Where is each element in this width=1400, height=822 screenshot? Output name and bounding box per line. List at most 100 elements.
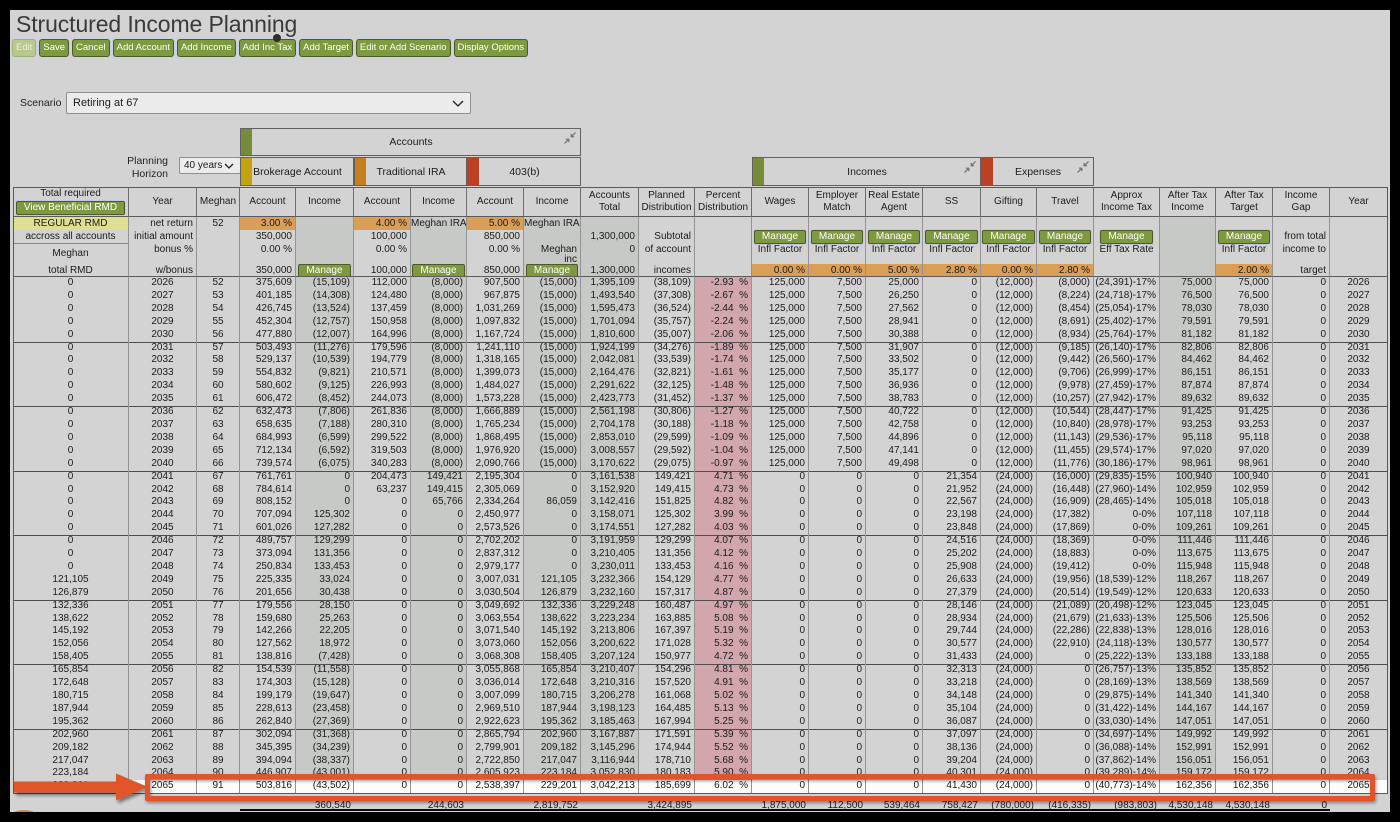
manage-button-ss[interactable]: Manage (925, 230, 978, 244)
toolbar-button-add-income[interactable]: Add Income (176, 39, 236, 57)
cell-2041-b403inc: 0 (524, 470, 581, 484)
cell-2032-gap: 0 (1273, 354, 1330, 368)
cell-2063-gift: (24,000) (981, 754, 1037, 768)
cell-2056-year: 2056 (129, 664, 197, 678)
cell-2035-pct: -1.37 % (695, 393, 752, 407)
subheader-gap: from total income to target (1273, 217, 1330, 277)
cell-2056-irainc: 0 (411, 664, 467, 678)
subheader-tax: Manage Eff Tax Rate (1094, 217, 1160, 277)
cell-2026-b403: 907,500 (467, 277, 524, 290)
cell-2026-attgt: 75,000 (1216, 277, 1273, 290)
cell-2060-pct: 5.25 % (695, 715, 752, 729)
cell-2042-req: 0 (13, 483, 129, 497)
toolbar-button-add-inc-tax[interactable]: Add Inc Tax (238, 39, 297, 57)
manage-button-gift[interactable]: Manage (982, 230, 1035, 244)
cell-2054-pct: 5.32 % (695, 638, 752, 652)
manage-button-wages[interactable]: Manage (753, 230, 807, 244)
incomes-group-color-tab (753, 158, 764, 185)
cell-2051-tax: (20,498)-12% (1094, 599, 1160, 613)
cell-2046-tax: 0-0% (1094, 535, 1160, 549)
cell-2061-brok: 302,094 (240, 728, 296, 742)
manage-button-rea[interactable]: Manage (867, 230, 921, 244)
cell-2033-match: 7,500 (809, 367, 866, 381)
cell-2028-gap: 0 (1273, 302, 1330, 316)
manage-button-irainc[interactable]: Manage (412, 264, 465, 276)
cell-2044-irainc: 0 (411, 509, 467, 523)
year-row-2046: 0 2046 72 489,757 129,299 0 0 2,702,202 0 3,191,9… (13, 535, 1388, 549)
cell-2040-brok: 739,574 (240, 457, 296, 471)
cell-2028-req: 0 (13, 302, 129, 316)
cell-2057-gap: 0 (1273, 677, 1330, 690)
toolbar-button-add-target[interactable]: Add Target (299, 39, 353, 57)
cell-2032-tax: (26,560)-17% (1094, 354, 1160, 368)
cell-2037-travel: (10,840) (1037, 418, 1094, 432)
cell-2053-rea: 0 (866, 625, 923, 639)
cell-2027-brokinc: (14,308) (296, 289, 354, 303)
cell-2035-plan: (31,452) (639, 393, 695, 407)
toolbar-button-edit[interactable]: Edit (12, 39, 37, 57)
traditional-ira-header-title: Traditional IRA (376, 165, 446, 178)
cell-2062-total: 3,145,296 (581, 741, 639, 755)
cell-2054-irainc: 0 (411, 638, 467, 652)
manage-button-b403inc[interactable]: Manage (525, 264, 579, 276)
year-row-2044: 0 2044 70 707,094 125,302 0 0 2,450,977 0 3,158,0… (13, 509, 1388, 523)
cell-2029-irainc: (8,000) (411, 315, 467, 329)
toolbar-button-add-account[interactable]: Add Account (112, 39, 174, 57)
column-header-irainc: Income (411, 187, 467, 217)
subheader-ss: Manage Infl Factor 2.80 % (923, 217, 981, 277)
cell-2052-gap: 0 (1273, 612, 1330, 626)
cell-2036-gift: (12,000) (981, 406, 1037, 419)
cell-2046-travel: (18,369) (1037, 535, 1094, 549)
toolbar-button-display-options[interactable]: Display Options (453, 39, 529, 57)
collapse-icon[interactable] (963, 160, 977, 174)
manage-button-tax[interactable]: Manage (1100, 230, 1153, 244)
planning-horizon-select[interactable]: 40 years (179, 157, 241, 174)
cell-2040-gap: 0 (1273, 457, 1330, 471)
collapse-icon[interactable] (1076, 160, 1090, 174)
cell-2032-brokinc: (10,539) (296, 354, 354, 368)
subheader-b403inc: Meghan IRA Meghan inc Manage (524, 217, 581, 277)
collapse-icon[interactable] (563, 131, 577, 145)
cell-2044-gap: 0 (1273, 509, 1330, 523)
cell-2057-year2: 2057 (1330, 677, 1388, 690)
toolbar-button-cancel[interactable]: Cancel (72, 39, 110, 57)
cell-2032-gift: (12,000) (981, 354, 1037, 368)
cell-2057-rea: 0 (866, 677, 923, 690)
manage-button-travel[interactable]: Manage (1038, 230, 1092, 244)
toolbar-button-edit-or-add-scenario[interactable]: Edit or Add Scenario (355, 39, 451, 57)
cell-2036-b403inc: (15,000) (524, 406, 581, 419)
year-row-2051: 132,336 2051 77 179,556 28,150 0 0 3,049,692 132… (13, 599, 1388, 613)
cell-2054-req: 152,056 (13, 638, 129, 652)
cell-2026-brokinc: (15,109) (296, 277, 354, 290)
subheader-age: 52 (197, 217, 240, 277)
cell-2041-brok: 761,761 (240, 470, 296, 484)
cell-2061-b403: 2,865,794 (467, 728, 524, 742)
cell-2028-tax: (25,054)-17% (1094, 302, 1160, 316)
cell-2029-match: 7,500 (809, 315, 866, 329)
cell-2038-b403: 1,868,495 (467, 431, 524, 445)
cell-2034-tax: (27,459)-17% (1094, 380, 1160, 394)
cell-2041-year2: 2041 (1330, 470, 1388, 484)
view-beneficial-rmd-button[interactable]: View Beneficial RMD (15, 201, 126, 216)
cell-2036-ira: 261,836 (354, 406, 411, 419)
cell-2033-gift: (12,000) (981, 367, 1037, 381)
manage-button-match[interactable]: Manage (810, 230, 864, 244)
cell-2057-ss: 33,218 (923, 677, 981, 690)
expenses-group-color-tab (982, 158, 993, 185)
scenario-select[interactable]: Retiring at 67 (66, 92, 471, 114)
cell-2031-total: 1,924,199 (581, 341, 639, 355)
cell-2026-ss: 0 (923, 277, 981, 290)
cell-2028-brokinc: (13,524) (296, 302, 354, 316)
cell-2031-match: 7,500 (809, 341, 866, 355)
subheader-wages: Manage Infl Factor 0.00 % (752, 217, 809, 277)
cell-2034-pct: -1.48 % (695, 380, 752, 394)
manage-button-attgt[interactable]: Manage (1217, 230, 1271, 244)
cell-2060-ira: 0 (354, 715, 411, 729)
cell-2048-brokinc: 133,453 (296, 560, 354, 574)
cell-2061-req: 202,960 (13, 728, 129, 742)
cell-2035-irainc: (8,000) (411, 393, 467, 407)
toolbar-button-save[interactable]: Save (39, 39, 70, 57)
cell-2056-rea: 0 (866, 664, 923, 678)
manage-button-brokinc[interactable]: Manage (298, 264, 351, 276)
cell-2027-irainc: (8,000) (411, 289, 467, 303)
